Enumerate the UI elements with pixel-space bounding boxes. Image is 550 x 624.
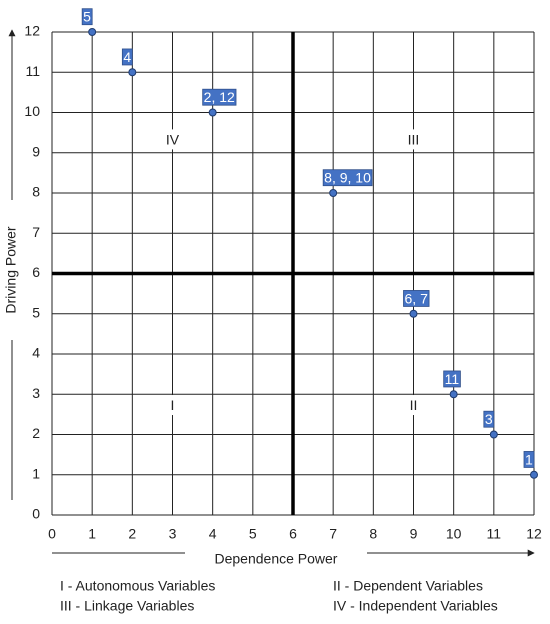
point-label-bg (121, 48, 133, 66)
quadrant-label-bg (158, 395, 187, 416)
point-label: 8, 9, 10 (324, 170, 371, 186)
point (409, 309, 418, 318)
quadrant-label: III (408, 131, 420, 147)
x-tick-label: 2 (128, 526, 136, 542)
point (329, 189, 338, 197)
x-tick-label: 9 (410, 526, 418, 542)
quadrant-label-bg (395, 129, 432, 150)
y-tick-label: 4 (32, 345, 40, 361)
x-tick-label: 0 (48, 526, 56, 542)
quadrant-label: II (410, 397, 418, 413)
x-tick-label: 10 (446, 526, 462, 542)
y-tick-label: 11 (25, 63, 40, 79)
y-tick-label: 7 (32, 224, 40, 240)
y-tick-label: 5 (32, 304, 40, 320)
x-tick-label: 11 (487, 526, 502, 542)
legend-note: I - Autonomous Variables (60, 578, 215, 594)
point-label-bg (443, 370, 461, 388)
y-tick-label: 6 (32, 264, 40, 280)
point-label-bg (81, 8, 93, 26)
point-label: 3 (485, 411, 493, 427)
legend-note: IV - Independent Variables (333, 598, 498, 614)
x-tick-label: 7 (329, 526, 337, 542)
x-tick-label: 5 (249, 526, 257, 542)
x-tick-label: 4 (209, 526, 217, 542)
point (208, 108, 217, 117)
point-label: 4 (123, 49, 131, 65)
y-tick-label: 1 (32, 465, 40, 481)
y-axis-label: Driving Power (3, 226, 19, 313)
point-label-bg (202, 88, 237, 106)
point (530, 470, 538, 479)
point-label: 5 (83, 9, 91, 25)
y-tick-label: 2 (32, 425, 40, 441)
point-label-bg (403, 290, 430, 307)
quadrant-label: I (171, 397, 175, 413)
point-label: 2, 12 (204, 89, 235, 105)
y-tick-label: 0 (32, 506, 40, 522)
legend-note: III - Linkage Variables (60, 598, 194, 614)
x-tick-label: 8 (369, 526, 377, 542)
quadrant-label-bg (397, 395, 430, 416)
y-tick-label: 8 (32, 184, 40, 200)
point (489, 430, 498, 439)
quadrant-label-bg (153, 129, 192, 150)
quadrant-label: IV (166, 131, 180, 147)
y-tick-label: 10 (24, 103, 40, 119)
point (449, 390, 458, 399)
x-tick-label: 12 (526, 526, 542, 542)
legend-note: II - Dependent Variables (333, 578, 483, 594)
x-tick-label: 3 (169, 526, 177, 542)
x-axis-label: Dependence Power (215, 551, 338, 567)
point-label-bg (523, 451, 535, 468)
y-tick-label: 9 (32, 143, 40, 159)
x-tick-label: 6 (289, 526, 297, 542)
point-label: 1 (525, 451, 533, 467)
y-tick-label: 12 (24, 23, 40, 39)
point-label-bg (483, 410, 495, 428)
point (88, 28, 97, 36)
point-label-bg (322, 169, 373, 187)
x-tick-label: 1 (88, 526, 96, 542)
point-label: 6, 7 (405, 290, 429, 306)
point-label: 11 (445, 371, 460, 387)
point (128, 68, 137, 77)
y-tick-label: 3 (32, 385, 40, 401)
